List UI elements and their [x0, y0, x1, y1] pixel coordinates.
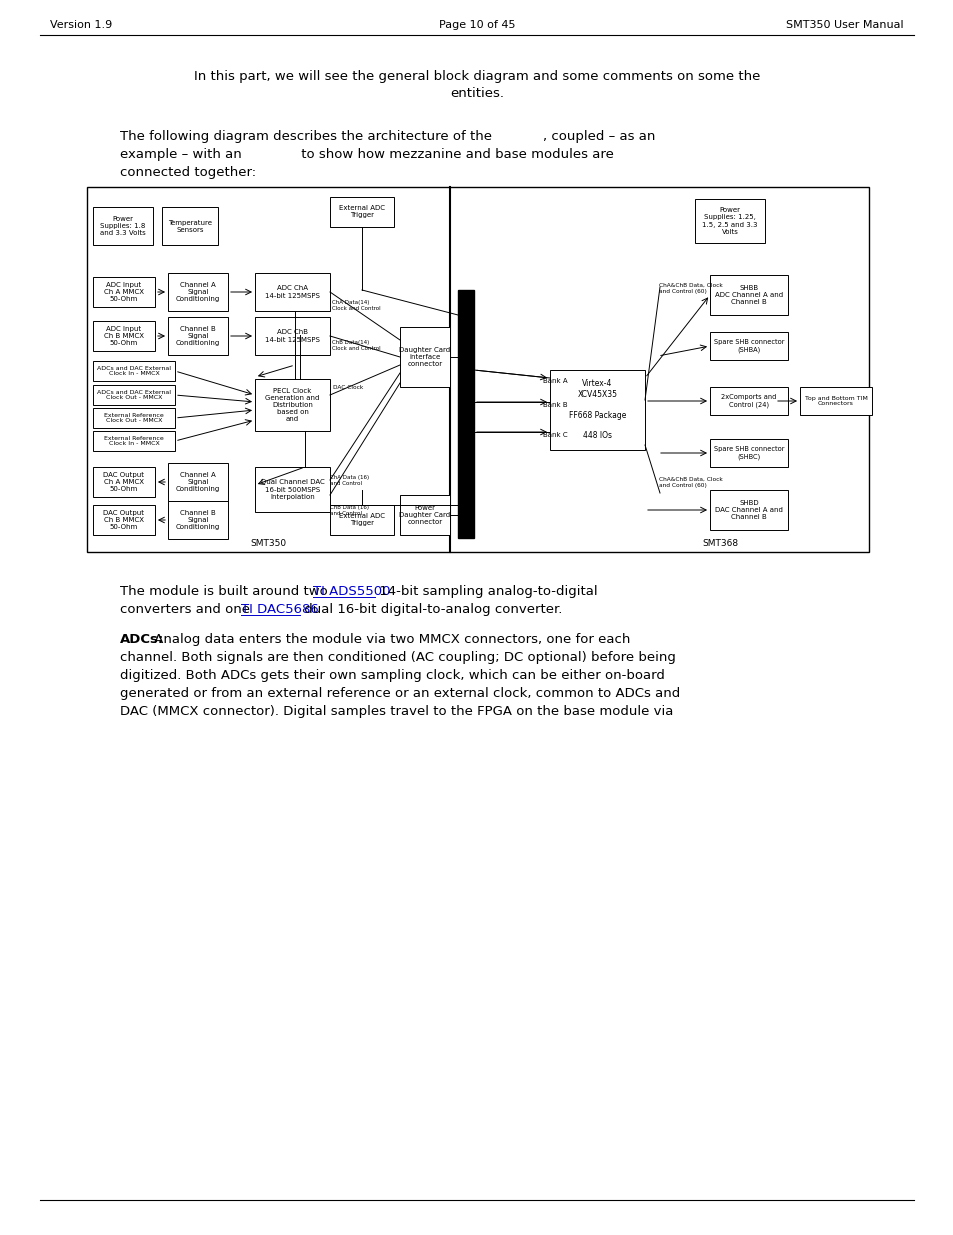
- Text: Temperature
Sensors: Temperature Sensors: [168, 220, 212, 232]
- Text: PECL Clock
Generation and
Distribution
based on
and: PECL Clock Generation and Distribution b…: [265, 388, 319, 422]
- Text: ADCs and DAC External
Clock Out - MMCX: ADCs and DAC External Clock Out - MMCX: [97, 389, 171, 400]
- Text: ChA&ChB Data, Clock
and Control (60): ChA&ChB Data, Clock and Control (60): [659, 477, 722, 488]
- Text: dual 16-bit digital-to-analog converter.: dual 16-bit digital-to-analog converter.: [299, 603, 561, 616]
- Text: External Reference
Clock In - MMCX: External Reference Clock In - MMCX: [104, 436, 164, 446]
- Bar: [168, 501, 228, 538]
- Text: Channel A
Signal
Conditioning: Channel A Signal Conditioning: [175, 282, 220, 303]
- Text: ChA Data (16)
and Control: ChA Data (16) and Control: [330, 475, 369, 485]
- Text: TI DAC5686: TI DAC5686: [241, 603, 318, 616]
- Text: Top and Bottom TIM
Connectors: Top and Bottom TIM Connectors: [803, 395, 866, 406]
- Text: digitized. Both ADCs gets their own sampling clock, which can be either on-board: digitized. Both ADCs gets their own samp…: [120, 669, 664, 682]
- Text: The following diagram describes the architecture of the            , coupled – a: The following diagram describes the arch…: [120, 130, 655, 143]
- Bar: [92, 385, 174, 405]
- Text: example – with an              to show how mezzanine and base modules are: example – with an to show how mezzanine …: [120, 148, 613, 161]
- Bar: [92, 467, 154, 496]
- Bar: [457, 290, 474, 538]
- Text: generated or from an external reference or an external clock, common to ADCs and: generated or from an external reference …: [120, 687, 679, 700]
- Text: Power
Daughter Card
connector: Power Daughter Card connector: [399, 505, 450, 525]
- Text: 2xComports and
Control (24): 2xComports and Control (24): [720, 394, 776, 408]
- Text: Virtex-4
XCV45X35

FF668 Package

448 IOs: Virtex-4 XCV45X35 FF668 Package 448 IOs: [568, 379, 625, 441]
- Text: ChA&ChB Data, Clock
and Control (60): ChA&ChB Data, Clock and Control (60): [659, 283, 722, 294]
- Text: External Reference
Clock Out - MMCX: External Reference Clock Out - MMCX: [104, 412, 164, 424]
- Text: SMT368: SMT368: [701, 538, 738, 548]
- Text: Daughter Card
interface
connector: Daughter Card interface connector: [399, 347, 450, 367]
- Bar: [87, 186, 868, 552]
- Bar: [695, 199, 764, 243]
- Bar: [162, 207, 218, 245]
- Bar: [168, 317, 228, 354]
- Text: Power
Supplies: 1.25,
1.5, 2.5 and 3.3
Volts: Power Supplies: 1.25, 1.5, 2.5 and 3.3 V…: [701, 207, 757, 235]
- Text: SHBD
DAC Channel A and
Channel B: SHBD DAC Channel A and Channel B: [715, 500, 782, 520]
- Bar: [254, 317, 330, 354]
- Text: entities.: entities.: [450, 86, 503, 100]
- Bar: [92, 277, 154, 308]
- Bar: [709, 387, 787, 415]
- Text: connected together:: connected together:: [120, 165, 255, 179]
- Text: DAC (MMCX connector). Digital samples travel to the FPGA on the base module via: DAC (MMCX connector). Digital samples tr…: [120, 705, 673, 718]
- Text: In this part, we will see the general block diagram and some comments on some th: In this part, we will see the general bl…: [193, 70, 760, 83]
- Text: TI ADS5500: TI ADS5500: [313, 585, 390, 598]
- Bar: [254, 379, 330, 431]
- Text: Channel B
Signal
Conditioning: Channel B Signal Conditioning: [175, 326, 220, 346]
- Text: Bank A: Bank A: [542, 378, 567, 384]
- Text: Spare SHB connector
(SHBA): Spare SHB connector (SHBA): [713, 340, 783, 353]
- Text: ChA Data(14)
Clock and Control: ChA Data(14) Clock and Control: [332, 300, 380, 311]
- Bar: [254, 467, 330, 513]
- Text: ChB Data (16)
and Control: ChB Data (16) and Control: [330, 505, 369, 516]
- Bar: [92, 408, 174, 429]
- Text: Channel A
Signal
Conditioning: Channel A Signal Conditioning: [175, 472, 220, 492]
- Bar: [709, 332, 787, 359]
- Bar: [330, 198, 394, 227]
- Text: Page 10 of 45: Page 10 of 45: [438, 20, 515, 30]
- Text: SHBB
ADC Channel A and
Channel B: SHBB ADC Channel A and Channel B: [714, 285, 782, 305]
- Bar: [709, 438, 787, 467]
- Text: Bank B: Bank B: [542, 403, 567, 408]
- Bar: [399, 327, 450, 387]
- Bar: [92, 207, 152, 245]
- Bar: [709, 490, 787, 530]
- Bar: [550, 370, 644, 450]
- Text: SMT350 User Manual: SMT350 User Manual: [785, 20, 903, 30]
- Text: ADC ChA
14-bit 125MSPS: ADC ChA 14-bit 125MSPS: [265, 285, 319, 299]
- Text: DAC Output
Ch A MMCX
50-Ohm: DAC Output Ch A MMCX 50-Ohm: [103, 472, 144, 492]
- Text: Version 1.9: Version 1.9: [50, 20, 112, 30]
- Text: ADC ChB
14-bit 125MSPS: ADC ChB 14-bit 125MSPS: [265, 330, 319, 342]
- Bar: [399, 495, 450, 535]
- Bar: [168, 273, 228, 311]
- Bar: [330, 505, 394, 535]
- Bar: [254, 273, 330, 311]
- Text: ChB Data(14)
Clock and Control: ChB Data(14) Clock and Control: [332, 340, 380, 351]
- Bar: [92, 431, 174, 451]
- Text: Channel B
Signal
Conditioning: Channel B Signal Conditioning: [175, 510, 220, 530]
- Bar: [709, 275, 787, 315]
- Text: ADCs:: ADCs:: [120, 634, 164, 646]
- Text: SMT350: SMT350: [250, 538, 286, 548]
- Bar: [92, 321, 154, 351]
- Text: The module is built around two: The module is built around two: [120, 585, 332, 598]
- Bar: [168, 463, 228, 501]
- Text: DAC Output
Ch B MMCX
50-Ohm: DAC Output Ch B MMCX 50-Ohm: [103, 510, 144, 530]
- Text: Spare SHB connector
(SHBC): Spare SHB connector (SHBC): [713, 446, 783, 459]
- Bar: [92, 361, 174, 382]
- Text: Bank C: Bank C: [542, 432, 567, 438]
- Text: Dual Channel DAC
16-bit 500MSPS
Interpolation: Dual Channel DAC 16-bit 500MSPS Interpol…: [260, 479, 324, 499]
- Text: ADC Input
Ch B MMCX
50-Ohm: ADC Input Ch B MMCX 50-Ohm: [104, 326, 144, 346]
- Text: External ADC
Trigger: External ADC Trigger: [338, 514, 385, 526]
- Text: External ADC
Trigger: External ADC Trigger: [338, 205, 385, 219]
- Text: ADC Input
Ch A MMCX
50-Ohm: ADC Input Ch A MMCX 50-Ohm: [104, 282, 144, 303]
- Text: converters and one: converters and one: [120, 603, 254, 616]
- Bar: [800, 387, 871, 415]
- Text: DAC Clock: DAC Clock: [333, 385, 363, 390]
- Text: channel. Both signals are then conditioned (AC coupling; DC optional) before bei: channel. Both signals are then condition…: [120, 651, 675, 664]
- Bar: [92, 505, 154, 535]
- Text: Power
Supplies: 1.8
and 3.3 Volts: Power Supplies: 1.8 and 3.3 Volts: [100, 216, 146, 236]
- Text: 14-bit sampling analog-to-digital: 14-bit sampling analog-to-digital: [375, 585, 597, 598]
- Text: ADCs and DAC External
Clock In - MMCX: ADCs and DAC External Clock In - MMCX: [97, 366, 171, 377]
- Text: Analog data enters the module via two MMCX connectors, one for each: Analog data enters the module via two MM…: [150, 634, 630, 646]
